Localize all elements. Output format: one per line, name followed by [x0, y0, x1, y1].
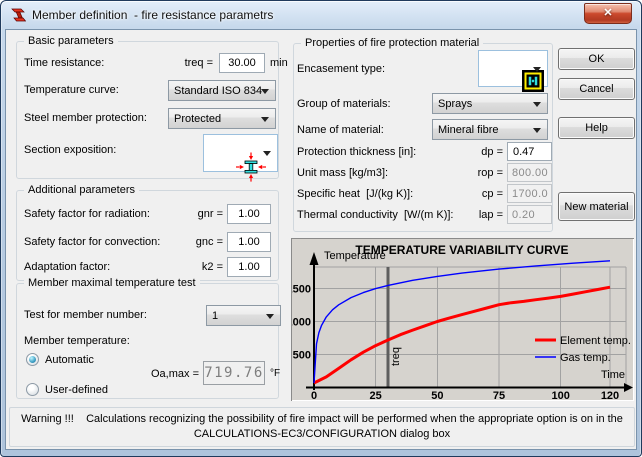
steel-beam-icon: [10, 7, 27, 23]
chevron-down-icon: [263, 151, 271, 160]
automatic-radio[interactable]: [26, 353, 39, 366]
svg-text:50: 50: [431, 390, 443, 400]
chevron-down-icon: [533, 127, 541, 137]
group-of-materials-label: Group of materials:: [297, 98, 391, 110]
cp-field: 1700.0: [507, 184, 552, 203]
beam-exposed-four-sides-icon: [216, 140, 268, 197]
svg-text:0: 0: [311, 390, 317, 400]
member-temperature-label: Member temperature:: [24, 335, 130, 347]
group-member-temperature-test: Member maximal temperature test: [16, 277, 279, 399]
warning-line-2: CALCULATIONS-EC3/CONFIGURATION dialog bo…: [193, 428, 451, 440]
svg-text:75: 75: [493, 390, 505, 400]
titlebar[interactable]: Member definition - fire resistance para…: [1, 1, 641, 29]
svg-text:treq: treq: [390, 347, 402, 366]
lap-field: 0.20: [507, 205, 552, 224]
unit-mass-label: Unit mass [kg/m3]:: [297, 167, 389, 179]
chevron-down-icon: [266, 313, 274, 323]
new-material-button[interactable]: New material: [558, 192, 635, 221]
svg-text:Gas temp.: Gas temp.: [560, 352, 611, 364]
oamax-symbol: Oa,max =: [151, 368, 199, 380]
svg-text:1000: 1000: [292, 317, 311, 329]
group-title: Basic parameters: [24, 35, 118, 47]
oamax-value-field: 719.76: [203, 361, 265, 385]
gnc-symbol: gnc =: [195, 236, 223, 248]
temperature-variability-chart: treq025507510012050010001500TemperatureT…: [291, 238, 634, 401]
automatic-radio-label: Automatic: [45, 354, 94, 366]
member-number-select[interactable]: 1: [206, 305, 281, 326]
time-resistance-label: Time resistance:: [24, 57, 105, 69]
user-defined-radio-label: User-defined: [45, 384, 108, 396]
contour-encasement-icon: [504, 58, 545, 107]
group-title: Additional parameters: [24, 184, 140, 196]
section-exposition-label: Section exposition:: [24, 144, 117, 156]
svg-text:500: 500: [293, 350, 311, 362]
protection-thickness-label: Protection thickness [in]:: [297, 146, 417, 158]
time-resistance-input[interactable]: 30.00: [219, 53, 265, 73]
group-fire-protection-material: Properties of fire protection material: [293, 37, 553, 232]
close-button[interactable]: ✕: [584, 3, 632, 24]
k2-input[interactable]: 1.00: [227, 257, 271, 277]
gnr-symbol: gnr =: [197, 208, 223, 220]
chevron-down-icon: [261, 88, 269, 98]
svg-text:100: 100: [551, 390, 569, 400]
name-of-material-label: Name of material:: [297, 124, 384, 136]
svg-text:Element temp.: Element temp.: [560, 335, 631, 347]
temperature-curve-select[interactable]: Standard ISO 834: [168, 80, 276, 101]
dp-symbol: dp =: [481, 146, 503, 158]
warning-box: Warning !!! Calculations recognizing the…: [9, 407, 635, 447]
chevron-down-icon: [533, 101, 541, 111]
ok-button[interactable]: OK: [558, 48, 635, 70]
gnc-input[interactable]: 1.00: [227, 232, 271, 252]
member-number-label: Test for member number:: [24, 309, 147, 321]
name-of-material-select[interactable]: Mineral fibre: [432, 119, 548, 140]
k2-symbol: k2 =: [201, 261, 223, 273]
time-resistance-unit: min: [270, 57, 288, 69]
svg-text:120: 120: [601, 390, 619, 400]
thermal-conductivity-label: Thermal conductivity [W/(m K)]:: [297, 209, 454, 221]
group-basic-parameters: Basic parameters: [16, 35, 279, 179]
cp-symbol: cp =: [481, 188, 503, 200]
steel-protection-label: Steel member protection:: [24, 112, 147, 124]
adaptation-factor-label: Adaptation factor:: [24, 261, 111, 273]
radiation-factor-label: Safety factor for radiation:: [24, 208, 150, 220]
user-defined-radio[interactable]: [26, 383, 39, 396]
chevron-down-icon: [533, 66, 541, 76]
svg-text:25: 25: [370, 390, 382, 400]
treq-symbol: treq =: [184, 57, 213, 69]
specific-heat-label: Specific heat [J/(kg K)]:: [297, 188, 414, 200]
encasement-type-label: Encasement type:: [297, 63, 386, 75]
svg-text:Time: Time: [601, 369, 625, 381]
oamax-unit: °F: [270, 368, 281, 379]
help-button[interactable]: Help: [558, 117, 635, 139]
chevron-down-icon: [261, 116, 269, 126]
rop-symbol: rop =: [477, 167, 503, 179]
convection-factor-label: Safety factor for convection:: [24, 236, 161, 248]
encasement-type-select[interactable]: [478, 50, 548, 92]
gnr-input[interactable]: 1.00: [227, 204, 271, 224]
svg-text:Temperature: Temperature: [324, 250, 386, 262]
lap-symbol: lap =: [478, 209, 503, 221]
temperature-curve-label: Temperature curve:: [24, 84, 119, 96]
window-title: Member definition - fire resistance para…: [32, 8, 274, 22]
dp-input[interactable]: 0.47: [507, 142, 552, 161]
svg-text:1500: 1500: [292, 284, 311, 296]
warning-line-1: Warning !!! Calculations recognizing the…: [21, 413, 623, 425]
rop-field: 800.00: [507, 163, 552, 182]
group-of-materials-select[interactable]: Sprays: [432, 93, 548, 114]
svg-text:TEMPERATURE VARIABILITY CURVE: TEMPERATURE VARIABILITY CURVE: [355, 243, 568, 257]
cancel-button[interactable]: Cancel: [558, 78, 635, 100]
steel-protection-select[interactable]: Protected: [168, 108, 276, 129]
section-exposition-select[interactable]: [203, 134, 278, 182]
group-title: Properties of fire protection material: [301, 37, 484, 49]
group-title: Member maximal temperature test: [24, 277, 200, 289]
close-icon: ✕: [603, 7, 613, 19]
